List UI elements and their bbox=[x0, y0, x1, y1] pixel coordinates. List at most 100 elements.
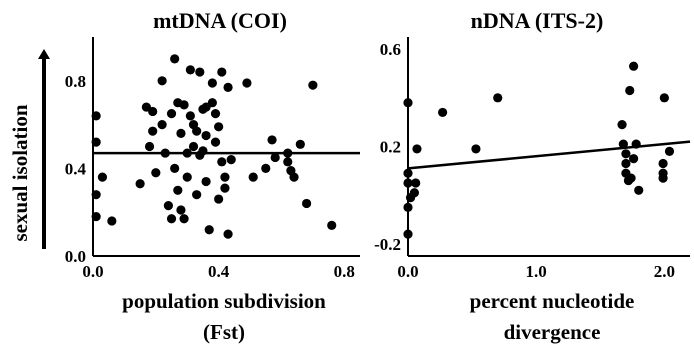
panel-mtdna-data-point bbox=[91, 211, 101, 222]
panel-ndna-data-point bbox=[412, 144, 422, 154]
panel-mtdna-data-point bbox=[226, 155, 236, 165]
panel-mtdna-data-point bbox=[188, 141, 199, 152]
panel-mtdna-y-tick-label: 0.0 bbox=[65, 247, 86, 266]
panel-mtdna-data-point bbox=[295, 139, 305, 149]
panel-mtdna-data-point bbox=[148, 126, 158, 136]
panel-mtdna-data-point bbox=[170, 163, 180, 173]
panel-ndna-data-point bbox=[658, 173, 668, 183]
panel-mtdna-data-point bbox=[223, 229, 233, 239]
panel-mtdna-data-point bbox=[144, 141, 155, 152]
panel-mtdna-title: mtDNA (COI) bbox=[153, 8, 287, 33]
panel-mtdna-data-point bbox=[217, 157, 227, 167]
panel-ndna-data-point bbox=[629, 61, 639, 71]
panel-ndna-data-point bbox=[625, 85, 635, 96]
panel-mtdna-data-point bbox=[91, 111, 101, 121]
panel-ndna-fit-line bbox=[407, 140, 691, 170]
panel-ndna-title: nDNA (ITS-2) bbox=[471, 8, 604, 33]
panel-mtdna-data-point bbox=[192, 126, 202, 136]
panel-mtdna-y-tick-label: 0.4 bbox=[65, 159, 87, 178]
panel-mtdna-data-point bbox=[170, 54, 180, 64]
panel-mtdna-data-point bbox=[204, 225, 214, 235]
panel-mtdna-data-point bbox=[248, 172, 258, 182]
panel-ndna-data-point bbox=[403, 98, 413, 108]
panel-mtdna-data-point bbox=[148, 106, 158, 117]
panel-mtdna-x-tick-label: 0.4 bbox=[208, 262, 230, 281]
panel-mtdna-x-label-line2: (Fst) bbox=[203, 320, 245, 344]
panel-ndna: nDNA (ITS-2) 0.0 1.0 2.0 -0.2 0.2 0.6 percen… bbox=[374, 8, 691, 344]
panel-ndna-data-point bbox=[634, 185, 644, 195]
panel-mtdna-data-point bbox=[207, 78, 217, 88]
panel-ndna-data-point bbox=[618, 139, 628, 149]
panel-ndna-data-point bbox=[629, 154, 639, 164]
panel-mtdna-data-point bbox=[192, 190, 202, 200]
panel-mtdna-data-point bbox=[220, 172, 230, 182]
panel-mtdna-points bbox=[91, 54, 337, 239]
panel-mtdna-x-label-line1: population subdivision bbox=[122, 289, 326, 313]
panel-mtdna-data-point bbox=[166, 109, 177, 119]
panel-ndna-data-point bbox=[403, 202, 413, 212]
panel-mtdna-data-point bbox=[195, 67, 205, 77]
panel-mtdna-data-point bbox=[214, 194, 224, 204]
panel-ndna-data-point bbox=[626, 173, 636, 183]
panel-ndna-data-point bbox=[403, 229, 413, 239]
panel-mtdna-data-point bbox=[201, 130, 211, 141]
panel-mtdna-data-point bbox=[214, 122, 224, 132]
panel-mtdna-data-point bbox=[91, 190, 101, 200]
panel-mtdna-data-point bbox=[97, 172, 108, 182]
panel-ndna-x-label-line1: percent nucleotide bbox=[470, 289, 635, 313]
panel-mtdna-data-point bbox=[91, 137, 101, 147]
panel-ndna-y-tick-label: -0.2 bbox=[374, 235, 401, 254]
panel-mtdna-data-point bbox=[223, 82, 233, 92]
panel-mtdna-data-point bbox=[179, 214, 189, 224]
panel-mtdna-data-point bbox=[185, 111, 195, 121]
panel-ndna-data-point bbox=[621, 158, 631, 169]
panel-mtdna-data-point bbox=[157, 120, 167, 130]
panel-mtdna-data-point bbox=[267, 135, 277, 145]
panel-mtdna-data-point bbox=[176, 205, 186, 215]
panel-ndna-x-tick-label: 0.0 bbox=[397, 262, 418, 281]
panel-ndna-x-tick-label: 1.0 bbox=[526, 262, 547, 281]
panel-mtdna-data-point bbox=[157, 76, 167, 86]
panel-mtdna-data-point bbox=[163, 201, 173, 211]
panel-mtdna-y-ticks: 0.0 0.4 0.8 bbox=[65, 72, 87, 266]
panel-mtdna-data-point bbox=[207, 98, 217, 108]
panel-ndna-data-point bbox=[621, 149, 631, 159]
panel-mtdna-data-point bbox=[176, 128, 186, 138]
panel-mtdna-data-point bbox=[201, 176, 211, 187]
panel-mtdna-data-point bbox=[220, 183, 230, 193]
panel-mtdna-data-point bbox=[308, 80, 318, 90]
panel-mtdna-data-point bbox=[327, 220, 337, 230]
panel-ndna-data-point bbox=[659, 93, 669, 103]
panel-mtdna-data-point bbox=[302, 198, 312, 209]
panel-ndna-y-tick-label: 0.2 bbox=[380, 138, 401, 157]
panel-mtdna-data-point bbox=[166, 214, 177, 224]
panel-ndna-data-point bbox=[617, 120, 627, 130]
panel-mtdna-x-tick-label: 0.0 bbox=[82, 262, 103, 281]
panel-mtdna-data-point bbox=[210, 109, 221, 119]
panel-ndna-data-point bbox=[493, 93, 503, 103]
panel-mtdna-data-point bbox=[135, 179, 145, 189]
panel-mtdna-data-point bbox=[289, 172, 299, 182]
panel-ndna-data-point bbox=[409, 188, 420, 198]
panel-mtdna-data-point bbox=[242, 78, 252, 88]
panel-ndna-data-point bbox=[664, 146, 675, 156]
panel-mtdna-data-point bbox=[173, 185, 183, 195]
panel-mtdna-data-point bbox=[107, 216, 117, 226]
panel-ndna-x-label-line2: divergence bbox=[504, 320, 601, 344]
panel-ndna-x-tick-label: 2.0 bbox=[654, 262, 675, 281]
y-axis-label: sexual isolation bbox=[8, 104, 32, 241]
panel-ndna-data-point bbox=[471, 144, 481, 154]
panel-mtdna-data-point bbox=[182, 172, 192, 182]
panel-mtdna: mtDNA (COI) 0.0 0.4 0.8 0.0 0.4 0.8 populati… bbox=[65, 8, 360, 344]
panel-mtdna-data-point bbox=[270, 152, 280, 163]
panel-mtdna-data-point bbox=[185, 65, 195, 75]
panel-mtdna-data-point bbox=[283, 157, 293, 167]
panel-ndna-points bbox=[403, 61, 675, 239]
panel-mtdna-data-point bbox=[261, 163, 271, 173]
panel-ndna-data-point bbox=[411, 178, 421, 188]
panel-ndna-y-tick-label: 0.6 bbox=[380, 40, 401, 59]
panel-mtdna-data-point bbox=[151, 168, 161, 178]
panel-ndna-data-point bbox=[658, 158, 668, 169]
panel-ndna-data-point bbox=[403, 178, 413, 188]
